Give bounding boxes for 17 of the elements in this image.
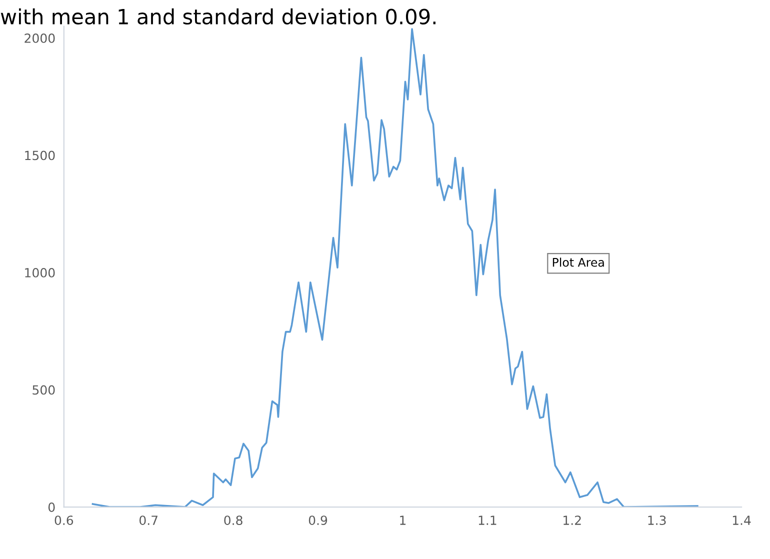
x-tick-label: 1.4 [732, 516, 751, 525]
x-tick-label: 1.3 [648, 516, 666, 526]
x-tick-label: 1.1 [478, 516, 496, 525]
y-tick-label: 2000 [24, 33, 55, 43]
x-tick-label: 0.8 [224, 516, 242, 526]
y-tick-label: 1000 [25, 268, 55, 278]
annotation: Plot Area [552, 258, 604, 267]
line-series [92, 28, 698, 508]
x-tick-label: 1 [400, 516, 406, 525]
x-tick-label: 0.6 [54, 516, 74, 526]
x-tick-label: 1.2 [564, 516, 581, 525]
y-tick-label: 500 [32, 385, 55, 395]
y-tick-label: 1500 [25, 150, 55, 160]
x-tick-label: 0.7 [139, 516, 158, 526]
chart-title: with mean 1 and standard deviation 0.09. [0, 8, 436, 25]
y-tick-label: 0 [48, 502, 55, 512]
x-tick-label: 0.9 [308, 516, 328, 526]
